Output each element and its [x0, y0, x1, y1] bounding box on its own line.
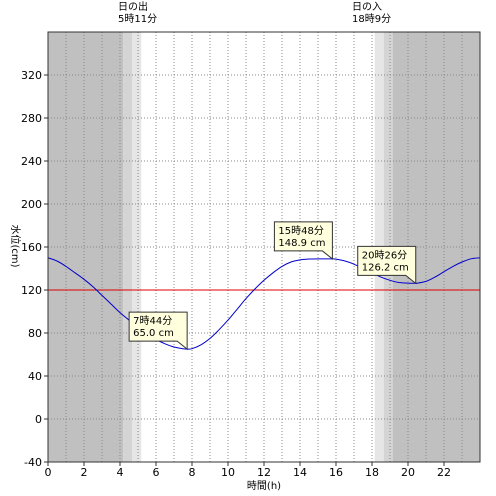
- y-tick-label: 320: [21, 69, 42, 82]
- callout-level: 148.9 cm: [278, 238, 325, 249]
- x-tick-label: 12: [257, 466, 271, 479]
- y-tick-label: 160: [21, 241, 42, 254]
- y-axis-label: 水位(cm): [9, 224, 22, 267]
- y-tick-label: 120: [21, 284, 42, 297]
- y-tick-label: -40: [24, 456, 42, 469]
- callout-level: 65.0 cm: [133, 328, 174, 339]
- callout-box: [273, 221, 333, 260]
- sunset-label: 日の入: [352, 2, 382, 13]
- x-tick-label: 14: [293, 466, 307, 479]
- x-tick-label: 8: [189, 466, 196, 479]
- x-axis: 0 2 4 6 8 10 12 14 16 18 20 22: [45, 462, 451, 479]
- x-tick-label: 10: [221, 466, 235, 479]
- x-tick-label: 0: [45, 466, 52, 479]
- x-tick-label: 4: [117, 466, 124, 479]
- x-tick-label: 6: [153, 466, 160, 479]
- y-axis: -40 0 40 80 120 160 200 240 280 320: [21, 69, 48, 469]
- callout-box: [357, 245, 417, 285]
- sunset-time: 18時9分: [352, 13, 391, 25]
- y-tick-label: 280: [21, 112, 42, 125]
- callout-box: [128, 311, 188, 351]
- y-tick-label: 80: [28, 327, 42, 340]
- sunrise-time: 5時11分: [118, 13, 157, 25]
- callout-time: 15時48分: [278, 225, 323, 237]
- x-tick-label: 20: [401, 466, 415, 479]
- callout-level: 126.2 cm: [362, 262, 409, 273]
- tide-series-line: [47, 257, 481, 350]
- x-tick-label: 16: [329, 466, 343, 479]
- twilight-band-morning-light: [132, 32, 142, 462]
- x-axis-label: 時間(h): [247, 480, 281, 492]
- y-tick-label: 0: [35, 413, 42, 426]
- y-tick-label: 40: [28, 370, 42, 383]
- x-tick-label: 18: [365, 466, 379, 479]
- twilight-band-morning-dark: [123, 32, 133, 462]
- sunrise-label: 日の出: [118, 0, 148, 13]
- x-tick-label: 2: [81, 466, 88, 479]
- callout-time: 20時26分: [362, 249, 407, 261]
- y-tick-label: 200: [21, 198, 42, 211]
- callout-time: 7時44分: [133, 315, 172, 327]
- x-tick-label: 22: [437, 466, 451, 479]
- y-tick-label: 240: [21, 155, 42, 168]
